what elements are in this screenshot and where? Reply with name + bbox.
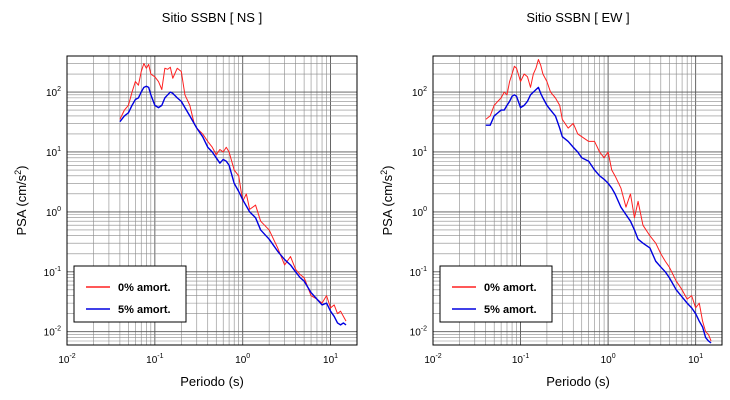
x-tick-base: 10	[424, 355, 436, 366]
x-axis-label: Periodo (s)	[180, 374, 244, 389]
x-tick-label: 100	[235, 353, 250, 366]
x-tick-exponent: -1	[523, 353, 529, 360]
legend: 0% amort. 5% amort.	[73, 265, 187, 323]
y-tick-base: 10	[410, 268, 422, 279]
y-tick-base: 10	[412, 208, 424, 219]
y-axis-label: PSA (cm/s2)	[13, 165, 29, 235]
x-tick-label: 100	[601, 353, 616, 366]
y-tick-exponent: 0	[423, 206, 427, 213]
x-tick-exponent: 1	[334, 353, 338, 360]
legend-label: 5% amort.	[118, 304, 171, 316]
series-line-5pct	[119, 85, 347, 326]
x-tick-base: 10	[146, 355, 158, 366]
y-tick-base: 10	[410, 328, 422, 339]
x-tick-base: 10	[58, 355, 70, 366]
y-tick-base: 10	[412, 148, 424, 159]
y-tick-base: 10	[46, 88, 58, 99]
y-tick-exponent: 0	[57, 206, 61, 213]
legend-label: 5% amort.	[484, 304, 537, 316]
y-tick-base: 10	[46, 208, 58, 219]
x-tick-base: 10	[235, 355, 247, 366]
y-axis-label-close: )	[14, 165, 29, 169]
series-line-5pct	[485, 86, 712, 344]
y-tick-label: 10-2	[410, 326, 427, 339]
y-tick-exponent: 1	[423, 146, 427, 153]
x-tick-label: 10-2	[424, 353, 441, 366]
y-tick-base: 10	[412, 88, 424, 99]
series-line-0pct	[119, 62, 347, 322]
y-tick-label: 101	[412, 146, 427, 159]
plot-frame	[66, 55, 358, 346]
chart-title: Sitio SSBN [ EW ]	[526, 10, 629, 25]
x-tick-label: 101	[688, 353, 703, 366]
y-axis-label-close: )	[380, 165, 395, 169]
y-tick-label: 101	[46, 146, 61, 159]
y-axis-label-text: PSA (cm/s	[14, 174, 29, 235]
y-tick-exponent: -1	[421, 266, 427, 273]
chart-ew: Sitio SSBN [ EW ]10-2 10-1 100 10110-210-11…	[379, 10, 723, 389]
y-tick-exponent: -2	[421, 326, 427, 333]
x-tick-exponent: 0	[612, 353, 616, 360]
y-tick-exponent: -1	[55, 266, 61, 273]
series-line-0pct	[485, 58, 712, 342]
x-tick-base: 10	[601, 355, 613, 366]
plot-frame	[432, 55, 723, 346]
x-tick-base: 10	[323, 355, 335, 366]
y-tick-exponent: -2	[55, 326, 61, 333]
y-tick-label: 102	[46, 86, 61, 99]
x-tick-exponent: -2	[435, 353, 441, 360]
y-axis-label-text: PSA (cm/s	[380, 174, 395, 235]
y-tick-label: 100	[46, 206, 61, 219]
y-tick-base: 10	[44, 268, 56, 279]
legend-label: 0% amort.	[118, 282, 171, 294]
x-tick-base: 10	[688, 355, 700, 366]
x-axis-label: Periodo (s)	[546, 374, 610, 389]
y-tick-exponent: 2	[57, 86, 61, 93]
chart-title: Sitio SSBN [ NS ]	[162, 10, 262, 25]
y-tick-label: 102	[412, 86, 427, 99]
y-tick-base: 10	[46, 148, 58, 159]
legend-label: 0% amort.	[484, 282, 537, 294]
x-tick-base: 10	[512, 355, 524, 366]
y-tick-label: 10-1	[44, 266, 61, 279]
x-tick-label: 10-2	[58, 353, 75, 366]
y-axis-label: PSA (cm/s2)	[379, 165, 395, 235]
y-tick-exponent: 2	[423, 86, 427, 93]
y-tick-label: 10-1	[410, 266, 427, 279]
y-axis-label-exponent: 2	[379, 170, 389, 175]
legend: 0% amort. 5% amort.	[439, 265, 553, 323]
y-tick-base: 10	[44, 328, 56, 339]
x-tick-exponent: -2	[69, 353, 75, 360]
x-tick-exponent: 1	[699, 353, 703, 360]
y-tick-exponent: 1	[57, 146, 61, 153]
x-tick-label: 10-1	[512, 353, 529, 366]
y-tick-label: 100	[412, 206, 427, 219]
x-tick-exponent: -1	[157, 353, 163, 360]
y-axis-label-exponent: 2	[13, 170, 23, 175]
legend-box	[73, 265, 187, 323]
x-tick-exponent: 0	[246, 353, 250, 360]
y-tick-label: 10-2	[44, 326, 61, 339]
x-tick-label: 101	[323, 353, 338, 366]
chart-ns: Sitio SSBN [ NS ]10-2 10-1 100 10110-210-11…	[13, 10, 358, 389]
legend-box	[439, 265, 553, 323]
x-tick-label: 10-1	[146, 353, 163, 366]
